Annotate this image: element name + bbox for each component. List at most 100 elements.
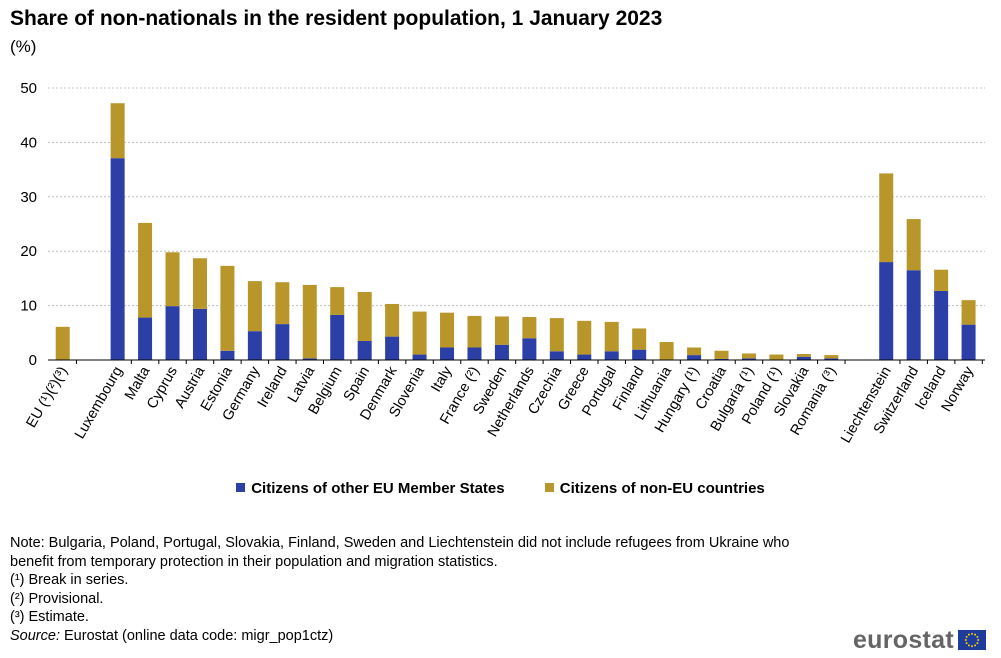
- footnote-provisional: (²) Provisional.: [10, 590, 104, 607]
- bar-noneu-citizens: [247, 281, 262, 332]
- x-tick-label: Italy: [428, 363, 456, 395]
- bar-eu-citizens: [412, 354, 427, 360]
- y-tick-label: 30: [20, 189, 37, 206]
- bar-eu-citizens: [247, 331, 262, 360]
- y-tick-label: 20: [20, 243, 37, 260]
- flag-star: [964, 639, 967, 641]
- bar-noneu-citizens: [604, 321, 619, 352]
- bar-eu-citizens: [302, 358, 317, 360]
- bar-noneu-citizens: [110, 103, 125, 159]
- footnotes: Note: Bulgaria, Poland, Portugal, Slovak…: [10, 534, 800, 645]
- bar-noneu-citizens: [906, 219, 921, 271]
- source-text: Eurostat (online data code: migr_pop1ctz…: [59, 627, 334, 644]
- bar-noneu-citizens: [165, 252, 180, 307]
- bar-noneu-citizens: [522, 317, 537, 339]
- bar-noneu-citizens: [220, 265, 235, 351]
- bar-noneu-citizens: [961, 300, 976, 325]
- y-tick-label: 0: [29, 352, 37, 369]
- bar-eu-citizens: [330, 314, 345, 360]
- flag-star: [965, 635, 968, 638]
- source-label: Source:: [10, 627, 60, 644]
- flag-star: [971, 632, 973, 635]
- bar-noneu-citizens: [330, 287, 345, 315]
- bar-eu-citizens: [577, 354, 592, 360]
- bar-noneu-citizens: [494, 316, 509, 345]
- y-tick-label: 10: [20, 298, 37, 315]
- bar-eu-citizens: [220, 350, 235, 360]
- bar-eu-citizens: [522, 338, 537, 360]
- flag-star: [971, 645, 973, 648]
- bar-eu-citizens: [796, 356, 811, 360]
- note-text: Note: Bulgaria, Poland, Portugal, Slovak…: [10, 535, 790, 570]
- bar-noneu-citizens: [577, 320, 592, 355]
- x-tick-label: EU (¹)(²)(³): [24, 364, 72, 431]
- bar-eu-citizens: [961, 324, 976, 360]
- bar-noneu-citizens: [796, 354, 811, 357]
- footnote-estimate: (³) Estimate.: [10, 609, 89, 625]
- bar-noneu-citizens: [357, 292, 372, 341]
- bar-noneu-citizens: [440, 312, 455, 348]
- bar-eu-citizens: [879, 262, 894, 360]
- bar-noneu-citizens: [275, 282, 290, 325]
- y-tick-label: 50: [20, 80, 37, 97]
- bar-noneu-citizens: [769, 354, 784, 360]
- bar-noneu-citizens: [741, 353, 756, 359]
- chart-title: Share of non-nationals in the resident p…: [10, 7, 663, 30]
- bar-eu-citizens: [494, 344, 509, 360]
- bar-eu-citizens: [687, 355, 702, 360]
- gridlines: [48, 87, 985, 307]
- flag-star: [974, 633, 977, 636]
- bar-noneu-citizens: [632, 328, 647, 350]
- flag-star: [976, 635, 979, 638]
- stacked-bar-chart: 0 10 20 30 40 50 EU (¹)(²)(³) LuxembourgMaltaC…: [20, 80, 985, 446]
- bar-noneu-citizens: [824, 355, 839, 359]
- flag-star: [974, 644, 977, 647]
- y-axis-ticks: 0 10 20 30 40 50: [20, 80, 37, 369]
- legend-swatch-eu: [236, 483, 246, 492]
- legend-item-eu: Citizens of other EU Member States: [236, 480, 505, 497]
- x-tick-label: Luxembourg: [72, 364, 126, 442]
- bar-noneu-citizens: [687, 347, 702, 356]
- bar-eu-citizens: [467, 347, 482, 360]
- bar-noneu-citizens: [412, 311, 427, 355]
- bar-noneu-citizens: [192, 258, 207, 309]
- bar-noneu-citizens: [385, 303, 400, 337]
- footnote-break-in-series: (¹) Break in series.: [10, 572, 129, 588]
- bar-noneu-citizens: [302, 284, 317, 359]
- bar-eu-citizens: [138, 317, 153, 360]
- logo-text: eurostat: [852, 625, 954, 654]
- legend-item-noneu: Citizens of non-EU countries: [544, 480, 765, 497]
- bar-eu-citizens: [440, 347, 455, 360]
- bar-noneu-citizens: [934, 269, 949, 291]
- flag-star: [967, 633, 970, 636]
- bar-eu-citizens: [165, 306, 180, 360]
- bar-eu-citizens: [604, 351, 619, 360]
- bar-eu-citizens: [906, 270, 921, 360]
- legend: Citizens of other EU Member States Citiz…: [0, 480, 1001, 497]
- bar-eu-citizens: [549, 351, 564, 360]
- bar-noneu-citizens: [659, 342, 674, 360]
- flag-star: [967, 644, 970, 647]
- y-tick-label: 40: [20, 134, 37, 151]
- bar-noneu-citizens: [714, 350, 729, 359]
- unit-label: (%): [10, 37, 37, 56]
- legend-label-noneu: Citizens of non-EU countries: [559, 480, 765, 497]
- eu-flag-icon: [958, 630, 986, 650]
- flag-star: [965, 642, 968, 645]
- bar-eu-citizens: [824, 358, 839, 360]
- bar-noneu-citizens: [55, 326, 70, 360]
- bar-eu-citizens: [192, 308, 207, 360]
- bar-noneu-citizens: [467, 315, 482, 348]
- flag-star: [976, 642, 979, 645]
- flag-star: [977, 639, 980, 641]
- legend-label-eu: Citizens of other EU Member States: [251, 480, 505, 497]
- bar-eu-citizens: [385, 336, 400, 360]
- bar-eu-citizens: [741, 358, 756, 360]
- bar-eu-citizens: [714, 358, 729, 360]
- bars: [55, 103, 976, 360]
- bar-eu-citizens: [357, 340, 372, 360]
- eurostat-logo: eurostat: [853, 626, 986, 654]
- bar-noneu-citizens: [879, 173, 894, 263]
- bar-noneu-citizens: [138, 222, 153, 318]
- bar-eu-citizens: [632, 349, 647, 360]
